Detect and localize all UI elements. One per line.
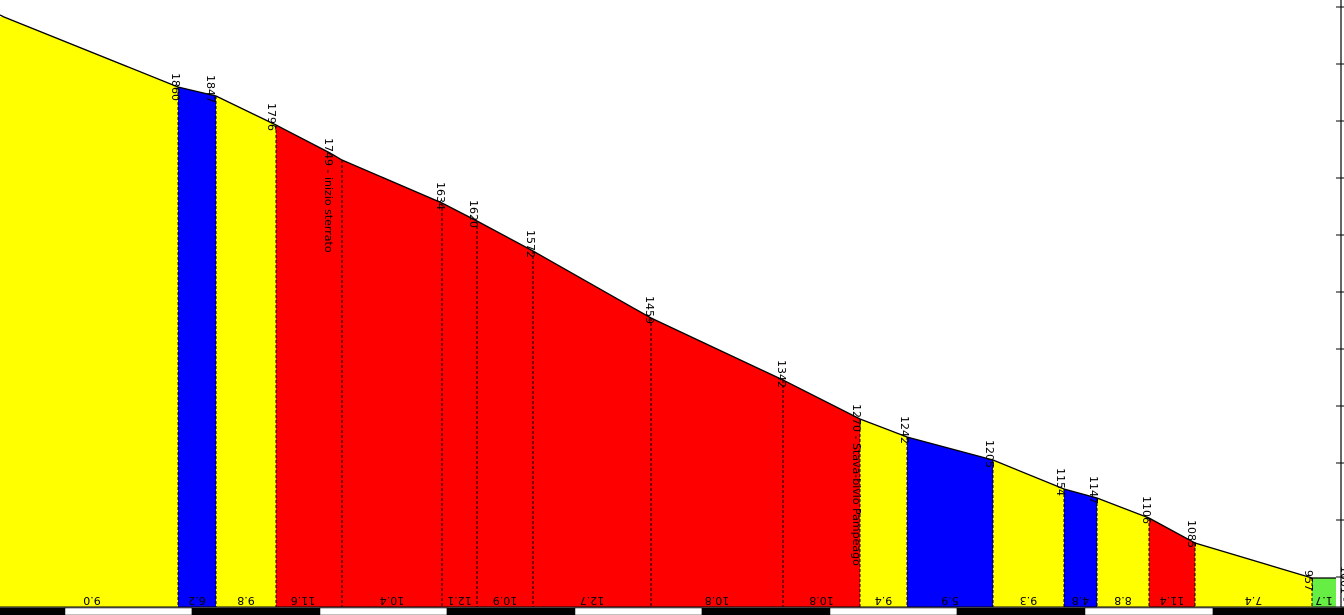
grade-label: 12.1 (447, 594, 472, 607)
elevation-label: 1572 (524, 230, 537, 258)
grade-label: 11.4 (1160, 594, 1185, 607)
scale-block (1084, 607, 1214, 615)
grade-label: 12.7 (580, 594, 605, 607)
segment-fill (651, 318, 783, 607)
elevation-label: 1270 - Stava-bivio Pampeago (850, 404, 863, 566)
segment-fill (342, 160, 442, 607)
elevation-label: 957 (1302, 570, 1315, 591)
scale-block (701, 607, 831, 615)
grade-label: 9.0 (83, 594, 101, 607)
elevation-label: 1860 (169, 73, 182, 101)
segment-dividers (177, 87, 1313, 607)
profile-outline (0, 14, 1336, 579)
elevation-label: 1106 (1140, 496, 1153, 524)
scale-block (0, 607, 66, 615)
segment-fill (4, 17, 178, 607)
elevation-label: 1154 (1054, 468, 1067, 496)
grade-label: 5.9 (941, 594, 959, 607)
segment-fill (276, 125, 330, 607)
elevation-label: 1749 - inizio sterrato (322, 138, 335, 253)
segment-fill (330, 153, 342, 607)
grade-label: 4.8 (1072, 594, 1090, 607)
segment-fill-start (0, 17, 4, 607)
grade-label: 10.4 (380, 594, 405, 607)
grade-label: 8.8 (1114, 594, 1132, 607)
elevation-label: 1459 (643, 296, 656, 324)
scale-block (829, 607, 958, 615)
segment-fill (1097, 498, 1149, 607)
segment-fill (993, 460, 1064, 607)
elevation-label: 1242 (898, 416, 911, 444)
grade-label: 9.3 (1020, 594, 1038, 607)
grade-label: 10.8 (705, 594, 730, 607)
grade-label: 10.9 (493, 594, 518, 607)
elevation-label: 1342 (775, 360, 788, 388)
elevation-label: 1847 (204, 75, 217, 103)
elevation-label: 1634 (434, 182, 447, 210)
scale-block (191, 607, 321, 615)
grade-labels: 9.0 6.2 9.8 11.6 10.4 12.1 10.9 12.7 10.8 10.8 9.4… (83, 594, 1333, 607)
distance-scale-bar (0, 607, 1344, 615)
grade-label: 1.7 (1315, 594, 1333, 607)
grade-label: 6.2 (188, 594, 206, 607)
segment-fill (1064, 489, 1097, 607)
scale-block (574, 607, 703, 615)
scale-block (64, 607, 193, 615)
grade-label: 11.6 (291, 594, 316, 607)
scale-block (1212, 607, 1344, 615)
segment-fill (178, 87, 216, 607)
segment-fill (860, 419, 907, 607)
elevation-label: 1796 (265, 103, 278, 131)
grade-label: 10.8 (809, 594, 834, 607)
elevation-labels: 1860 1847 1796 1749 - inizio sterrato 1634 16… (169, 73, 1344, 615)
segment-fill (907, 437, 993, 607)
segment-fills (0, 17, 1336, 607)
segment-fill (783, 380, 860, 607)
segment-fill (1149, 518, 1195, 607)
elevation-label: 1001 - Tesero (1338, 566, 1344, 615)
scale-block (319, 607, 448, 615)
segment-fill (1312, 578, 1336, 607)
elevation-label: 1085 (1185, 520, 1198, 548)
elevation-label: 1147 (1087, 476, 1100, 504)
segment-fill (533, 251, 651, 607)
segment-fill (442, 203, 477, 607)
elevation-label: 1620 (467, 200, 480, 228)
grade-label: 7.4 (1245, 594, 1263, 607)
right-axis (1336, 0, 1344, 607)
scale-block (446, 607, 576, 615)
grade-label: 9.4 (875, 594, 893, 607)
elevation-label: 1205 (983, 440, 996, 468)
segment-fill (1195, 543, 1312, 607)
grade-label: 9.8 (237, 594, 255, 607)
segment-fill (477, 221, 533, 607)
scale-block (956, 607, 1086, 615)
segment-fill (216, 96, 276, 607)
